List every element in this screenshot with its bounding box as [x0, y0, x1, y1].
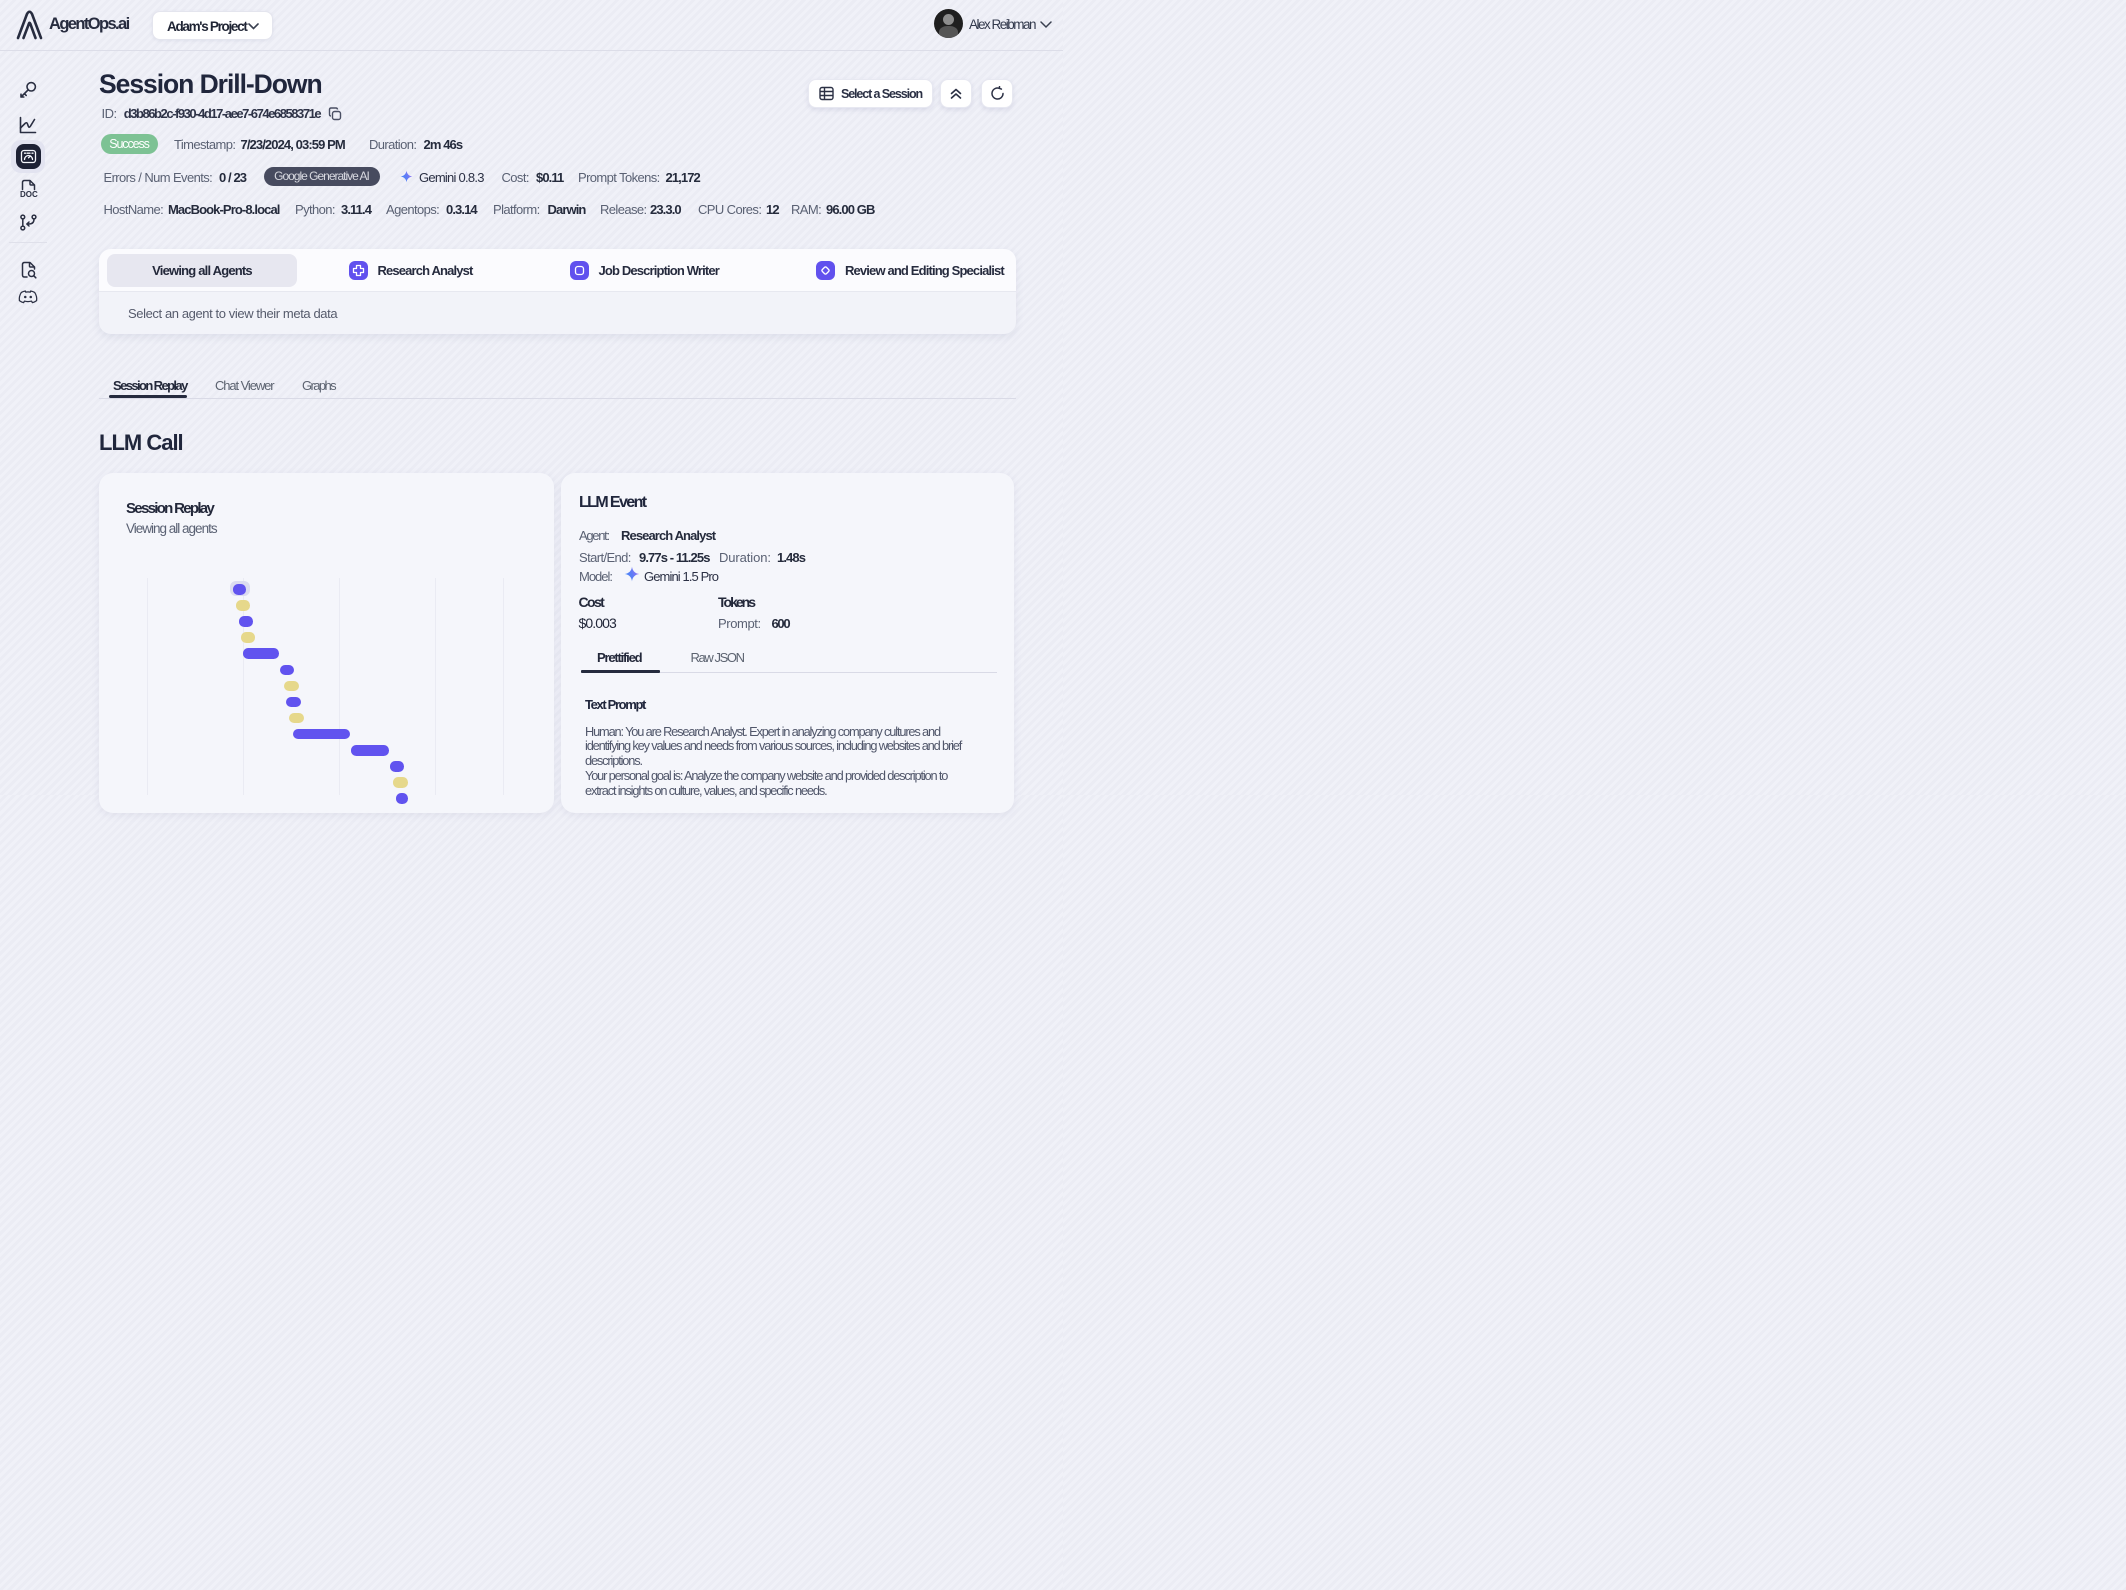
svg-text:DOC: DOC [20, 190, 38, 199]
